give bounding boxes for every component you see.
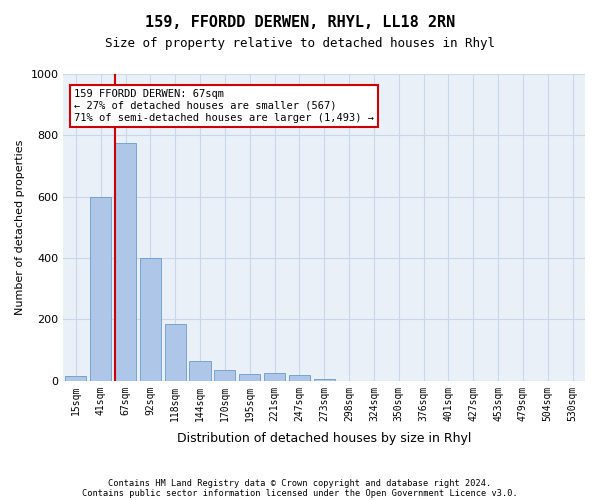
Text: Contains public sector information licensed under the Open Government Licence v3: Contains public sector information licen… [82, 488, 518, 498]
Bar [190, 361, 211, 381]
Text: 159, FFORDD DERWEN, RHYL, LL18 2RN: 159, FFORDD DERWEN, RHYL, LL18 2RN [145, 15, 455, 30]
Bar [65, 376, 86, 381]
Bar [239, 374, 260, 381]
Text: Size of property relative to detached houses in Rhyl: Size of property relative to detached ho… [105, 38, 495, 51]
Bar [115, 143, 136, 381]
Bar [164, 324, 186, 381]
Y-axis label: Number of detached properties: Number of detached properties [15, 140, 25, 315]
Bar [140, 258, 161, 381]
Bar [264, 373, 285, 381]
Bar [214, 370, 235, 381]
X-axis label: Distribution of detached houses by size in Rhyl: Distribution of detached houses by size … [177, 432, 472, 445]
Bar [90, 196, 111, 381]
Bar [289, 376, 310, 381]
Text: Contains HM Land Registry data © Crown copyright and database right 2024.: Contains HM Land Registry data © Crown c… [109, 478, 491, 488]
Text: 159 FFORDD DERWEN: 67sqm
← 27% of detached houses are smaller (567)
71% of semi-: 159 FFORDD DERWEN: 67sqm ← 27% of detach… [74, 90, 374, 122]
Bar [314, 379, 335, 381]
